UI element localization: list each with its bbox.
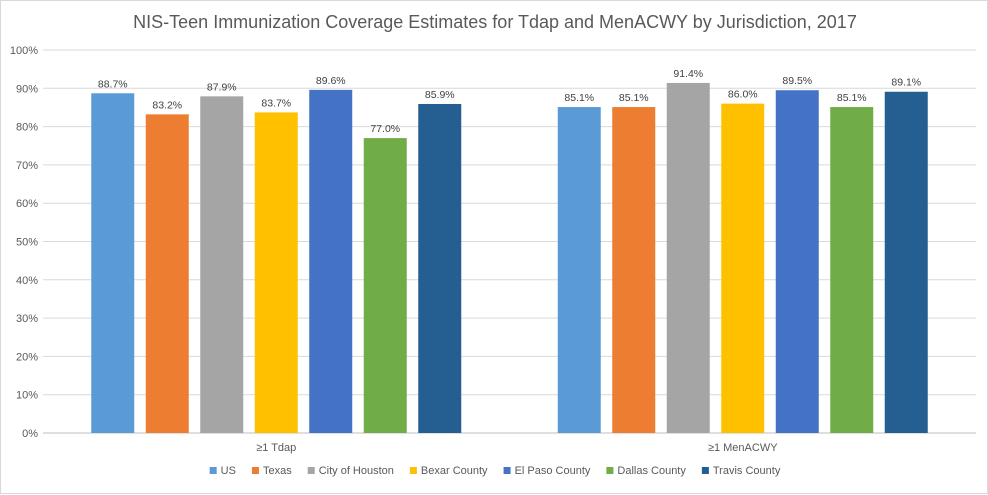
data-label: 83.7% <box>261 97 291 109</box>
bar <box>200 96 244 433</box>
bar <box>309 89 353 433</box>
legend-item: Bexar County <box>409 465 488 477</box>
bar <box>884 91 928 433</box>
y-tick-label: 40% <box>16 275 38 287</box>
bar <box>721 103 765 434</box>
chart-title: NIS-Teen Immunization Coverage Estimates… <box>133 12 857 32</box>
legend-label: City of Houston <box>319 465 394 477</box>
legend-swatch <box>307 467 315 474</box>
category-labels: ≥1 Tdap ≥1 MenACWY <box>256 442 778 454</box>
legend-swatch <box>251 467 259 474</box>
y-tick-label: 100% <box>10 45 38 57</box>
legend-label: El Paso County <box>515 465 591 477</box>
data-label: 85.1% <box>564 92 594 104</box>
legend-item: Texas <box>251 465 292 477</box>
y-tick-label: 10% <box>16 390 38 402</box>
legend-swatch <box>209 467 217 474</box>
bar <box>254 112 298 433</box>
bar <box>612 107 656 433</box>
y-tick-label: 70% <box>16 160 38 172</box>
legend-item: Dallas County <box>606 465 686 477</box>
data-label: 85.9% <box>425 89 455 101</box>
y-tick-label: 30% <box>16 313 38 325</box>
data-label: 86.0% <box>728 89 758 101</box>
legend-swatch <box>409 467 417 474</box>
x-category-label: ≥1 Tdap <box>256 442 296 454</box>
legend-label: Bexar County <box>421 465 488 477</box>
bar <box>666 82 710 434</box>
legend-item: El Paso County <box>503 465 591 477</box>
y-axis-ticks: 0% 10% 20% 30% 40% 50% 60% 70% 80% 90% 100% <box>10 45 38 440</box>
y-tick-label: 50% <box>16 237 38 249</box>
x-category-label: ≥1 MenACWY <box>708 442 778 454</box>
legend: US Texas City of Houston Bexar County El Pas… <box>209 465 781 477</box>
bar <box>145 114 189 434</box>
data-label: 88.7% <box>98 78 128 90</box>
y-tick-label: 60% <box>16 198 38 210</box>
legend-item: Travis County <box>701 465 781 477</box>
legend-label: Travis County <box>713 465 781 477</box>
data-label: 89.6% <box>316 75 346 87</box>
legend-item: City of Houston <box>307 465 394 477</box>
data-labels: 88.7% 83.2% 87.9% 83.7% 89.6% 77.0% 85.9% 85.1%… <box>98 68 921 135</box>
legend-item: US <box>209 465 236 477</box>
y-tick-label: 0% <box>22 428 38 440</box>
legend-label: Texas <box>263 465 292 477</box>
bars <box>91 82 928 434</box>
bar <box>830 107 874 433</box>
legend-swatch <box>503 467 511 474</box>
bar <box>91 93 135 434</box>
data-label: 85.1% <box>837 92 867 104</box>
data-label: 91.4% <box>673 68 703 80</box>
gridlines <box>43 49 976 434</box>
data-label: 77.0% <box>370 123 400 135</box>
data-label: 89.1% <box>891 77 921 89</box>
legend-label: US <box>221 465 236 477</box>
bar <box>775 90 819 433</box>
data-label: 85.1% <box>619 92 649 104</box>
data-label: 87.9% <box>207 81 237 93</box>
bar <box>418 104 462 434</box>
legend-swatch <box>606 467 614 474</box>
data-label: 83.2% <box>152 99 182 111</box>
bar <box>557 107 601 433</box>
bar <box>363 138 407 433</box>
y-tick-label: 80% <box>16 122 38 134</box>
legend-swatch <box>701 467 709 474</box>
data-label: 89.5% <box>782 75 812 87</box>
y-tick-label: 90% <box>16 83 38 95</box>
legend-label: Dallas County <box>617 465 686 477</box>
y-tick-label: 20% <box>16 351 38 363</box>
